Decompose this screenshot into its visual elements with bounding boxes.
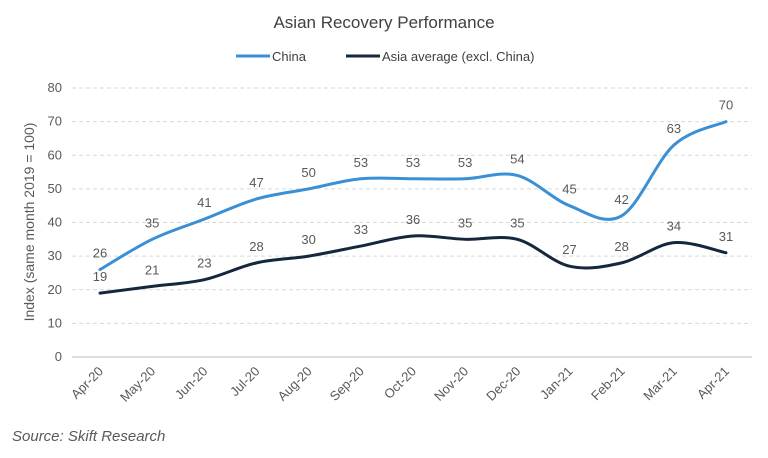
data-label: 35 <box>145 215 159 230</box>
y-tick-label: 60 <box>48 147 62 162</box>
x-tick-label: Apr-20 <box>68 364 106 402</box>
x-axis-ticks: Apr-20 May-20 Jun-20 Jul-20 Aug-20 Sep-20 Oct-… <box>68 364 732 405</box>
data-label: 53 <box>354 155 368 170</box>
data-label: 35 <box>510 215 524 230</box>
data-label: 33 <box>354 222 368 237</box>
data-label: 45 <box>562 182 576 197</box>
x-tick-label: Jun-20 <box>172 364 211 403</box>
data-label: 42 <box>614 192 628 207</box>
y-axis-label: Index (same month 2019 = 100) <box>21 123 37 322</box>
data-label: 30 <box>301 232 315 247</box>
legend: China Asia average (excl. China) <box>236 49 534 64</box>
y-tick-label: 80 <box>48 80 62 95</box>
data-label: 70 <box>719 98 733 113</box>
data-label: 27 <box>562 242 576 257</box>
data-labels: 26 35 41 47 50 53 53 53 54 45 42 63 70 19 21 23 28 30 33 36… <box>93 98 733 284</box>
data-label: 34 <box>667 219 681 234</box>
x-tick-label: May-20 <box>117 364 158 405</box>
y-tick-label: 40 <box>48 215 62 230</box>
data-label: 41 <box>197 195 211 210</box>
data-label: 53 <box>458 155 472 170</box>
y-tick-label: 70 <box>48 114 62 129</box>
y-axis-ticks: 0 10 20 30 40 50 60 70 80 <box>48 80 62 364</box>
y-tick-label: 20 <box>48 282 62 297</box>
data-label: 36 <box>406 212 420 227</box>
data-label: 63 <box>667 121 681 136</box>
data-label: 47 <box>249 175 263 190</box>
series-line-china <box>98 120 728 272</box>
x-tick-label: Mar-21 <box>640 364 680 404</box>
data-label: 23 <box>197 256 211 271</box>
x-tick-label: Nov-20 <box>431 364 471 404</box>
gridlines <box>72 87 752 358</box>
legend-label: Asia average (excl. China) <box>382 49 534 64</box>
x-tick-label: Oct-20 <box>381 364 419 402</box>
data-label: 19 <box>93 269 107 284</box>
series-lines <box>98 120 728 295</box>
x-tick-label: Sep-20 <box>327 364 367 404</box>
y-tick-label: 50 <box>48 181 62 196</box>
y-tick-label: 30 <box>48 248 62 263</box>
y-tick-label: 0 <box>55 349 62 364</box>
data-label: 35 <box>458 215 472 230</box>
data-label: 53 <box>406 155 420 170</box>
x-tick-label: Feb-21 <box>588 364 628 404</box>
data-label: 21 <box>145 262 159 277</box>
chart-title: Asian Recovery Performance <box>273 13 494 32</box>
y-tick-label: 10 <box>48 315 62 330</box>
data-label: 31 <box>719 229 733 244</box>
legend-label: China <box>272 49 307 64</box>
data-label: 28 <box>249 239 263 254</box>
series-line-asia-average <box>98 234 728 295</box>
x-tick-label: Jul-20 <box>227 364 263 400</box>
x-tick-label: Apr-21 <box>694 364 732 402</box>
data-label: 28 <box>614 239 628 254</box>
x-tick-label: Aug-20 <box>275 364 315 404</box>
x-tick-label: Dec-20 <box>483 364 523 404</box>
data-label: 26 <box>93 246 107 261</box>
data-label: 54 <box>510 151 524 166</box>
source-note: Source: Skift Research <box>12 428 166 445</box>
data-label: 50 <box>301 165 315 180</box>
x-tick-label: Jan-21 <box>537 364 576 403</box>
